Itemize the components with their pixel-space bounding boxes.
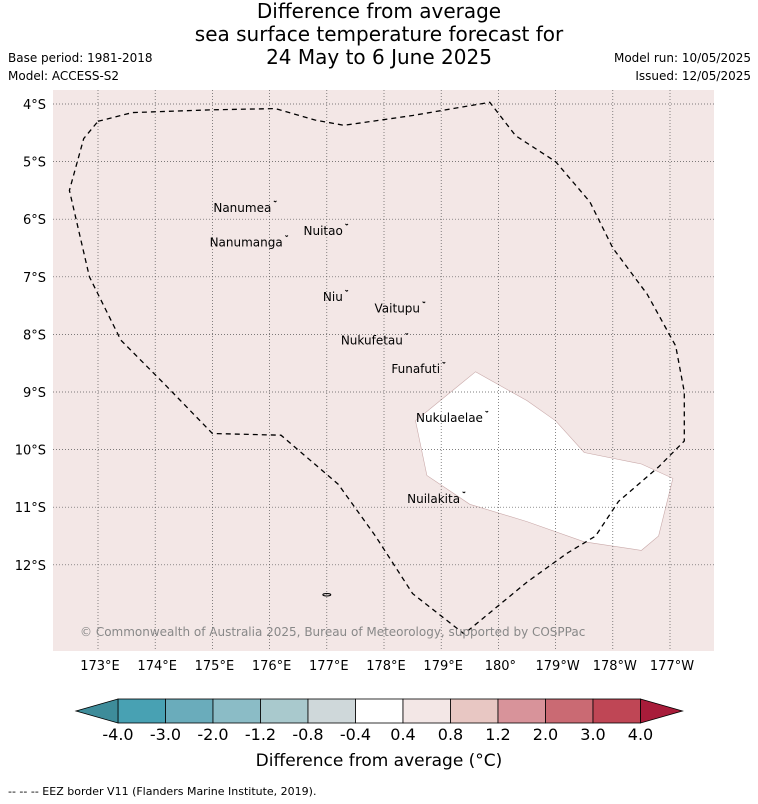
island-mark [462,491,466,494]
colorbar-segment [355,698,404,724]
place-label: Nanumanga [210,235,283,249]
colorbar-segment [450,698,499,724]
reef-mark [322,593,332,597]
lon-tick-label: 175°E [195,659,235,674]
colorbar-segment [165,698,214,724]
lat-tick-label: 9°S [23,386,46,401]
meta-right: Model run: 10/05/2025 Issued: 12/05/2025 [614,49,751,85]
lat-tick-label: 7°S [23,271,46,286]
neutral-region-polygon [415,371,674,551]
lat-tick-label: 8°S [23,328,46,343]
colorbar-title: Difference from average (°C) [255,751,503,771]
island-markers [273,200,489,597]
lat-tick-label: 4°S [23,98,46,113]
place-label: Nukufetau [341,333,403,347]
colorbar-tick-label: 2.0 [532,725,559,744]
lon-tick-label: 178°E [366,659,406,674]
colorbar-tick-label: 1.2 [485,725,511,744]
colorbar-tick-label: -0.8 [292,725,324,744]
map-background [53,90,714,651]
colorbar-tick-label: -4.0 [102,725,134,744]
colorbar-under-arrow [74,698,119,724]
colorbar-tick-label: -0.4 [339,725,372,744]
lon-tick-label: 176°E [252,659,292,674]
copyright-text: © Commonwealth of Australia 2025, Bureau… [80,625,585,639]
place-label: Vaitupu [375,302,421,316]
eez-border [68,101,685,635]
place-label: Nukulaelae [416,411,483,425]
colorbar-over-arrow [640,698,684,724]
colorbar-tick-label: 4.0 [627,725,654,744]
island-mark [422,301,426,304]
place-label: Funafuti [391,362,440,376]
island-mark [442,361,446,364]
colorbar-segment [307,698,356,724]
lon-tick-label: 177°W [650,659,694,674]
lon-tick-label: 174°E [137,659,177,674]
island-mark [284,235,289,238]
issued-text: Issued: 12/05/2025 [635,69,751,83]
colorbar-tick-label: 0.4 [390,725,416,744]
island-mark [345,289,349,292]
colorbar-segment [402,698,451,724]
map-title: Difference from average sea surface temp… [0,0,758,69]
colorbar-tick-label: 3.0 [580,725,606,744]
lon-tick-label: 179°E [423,659,463,674]
lon-tick-label: 177°E [309,659,349,674]
eez-border-line [68,101,685,635]
colorbar-tick-label: -3.0 [149,725,182,744]
colorbar-tick-label: -2.0 [197,725,229,744]
colorbar-tick-label: -1.2 [244,725,277,744]
longitude-labels: 173°E 174°E 175°E 176°E 177°E 178°E 179°E 180° 1… [80,659,694,674]
lon-tick-label: 179°W [536,659,580,674]
colorbar-segment [117,698,166,724]
model-run-text: Model run: 10/05/2025 [613,51,751,65]
title-line-3: 24 May to 6 June 2025 [266,45,492,69]
colorbar-segment [592,698,641,724]
island-mark [273,200,277,203]
colorbar-segment [545,698,594,724]
lon-tick-label: 173°E [80,659,120,674]
place-label: Nanumea [213,201,271,215]
island-mark [485,410,489,413]
colorbar-tick-label: 0.8 [437,725,464,744]
base-period-text: Base period: 1981-2018 [8,51,153,65]
latitude-labels: 4°S 5°S 6°S 7°S 8°S 9°S 10°S 11°S 12°S [15,98,46,574]
lat-tick-label: 10°S [15,444,46,459]
meta-left: Base period: 1981-2018 Model: ACCESS-S2 [8,49,153,85]
place-label: Nuilakita [407,492,460,506]
lon-tick-label: 178°W [593,659,637,674]
island-mark [345,223,349,226]
lat-tick-label: 5°S [23,156,46,171]
place-label: Nuitao [303,224,342,238]
lat-tick-label: 11°S [15,501,46,516]
model-text: Model: ACCESS-S2 [8,69,120,83]
colorbar-segment [497,698,546,724]
colorbar-segment [212,698,261,724]
lat-tick-label: 12°S [15,559,46,574]
lon-tick-label: 180° [485,659,516,674]
colorbar [74,698,684,724]
colorbar-segment [260,698,309,724]
lat-tick-label: 6°S [23,213,46,228]
title-line-1: Difference from average [256,0,502,23]
eez-footnote: -- -- -- EEZ border V11 (Flanders Marine… [8,785,317,798]
place-labels: Nanumea Nuitao Nanumanga Niu Vaitupu Nukufeta… [210,201,483,506]
neutral-anomaly-region [415,371,674,551]
place-label: Niu [323,290,343,304]
graticule [53,90,714,651]
island-mark [405,332,409,336]
title-line-2: sea surface temperature forecast for [194,22,564,46]
